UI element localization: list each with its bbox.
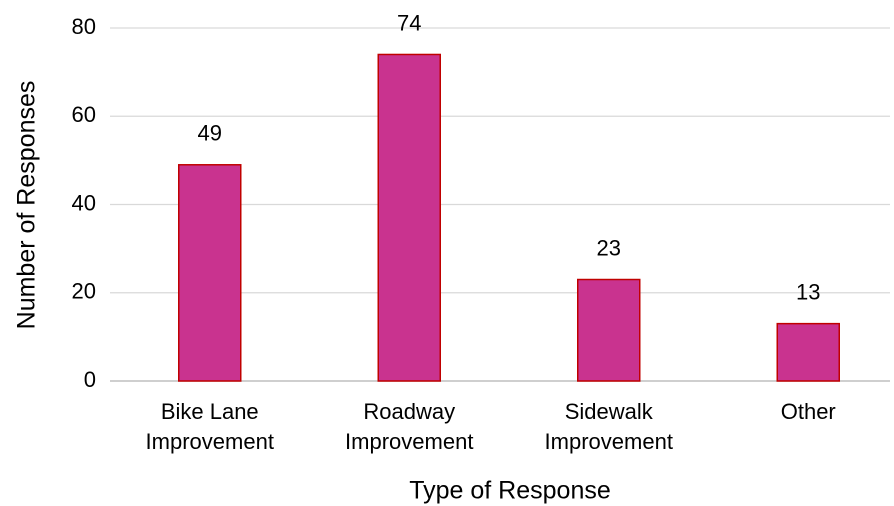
y-axis-title: Number of Responses bbox=[13, 81, 41, 330]
x-tick-label: Other bbox=[781, 399, 836, 424]
y-tick-label: 80 bbox=[72, 14, 96, 39]
bar bbox=[776, 322, 840, 382]
bar bbox=[577, 278, 641, 382]
value-label: 74 bbox=[397, 10, 421, 35]
value-label: 49 bbox=[198, 121, 222, 146]
bar bbox=[178, 164, 242, 382]
x-tick-label: Bike Lane Improvement bbox=[146, 399, 274, 454]
x-tick-label: Sidewalk Improvement bbox=[545, 399, 673, 454]
y-tick-label: 0 bbox=[84, 367, 96, 392]
value-label: 13 bbox=[796, 279, 820, 304]
y-tick-label: 40 bbox=[72, 190, 96, 215]
x-axis-title: Type of Response bbox=[409, 477, 611, 505]
bar bbox=[377, 53, 441, 382]
y-tick-label: 60 bbox=[72, 102, 96, 127]
x-tick-label: Roadway Improvement bbox=[345, 399, 473, 454]
value-label: 23 bbox=[597, 235, 621, 260]
y-tick-label: 20 bbox=[72, 279, 96, 304]
